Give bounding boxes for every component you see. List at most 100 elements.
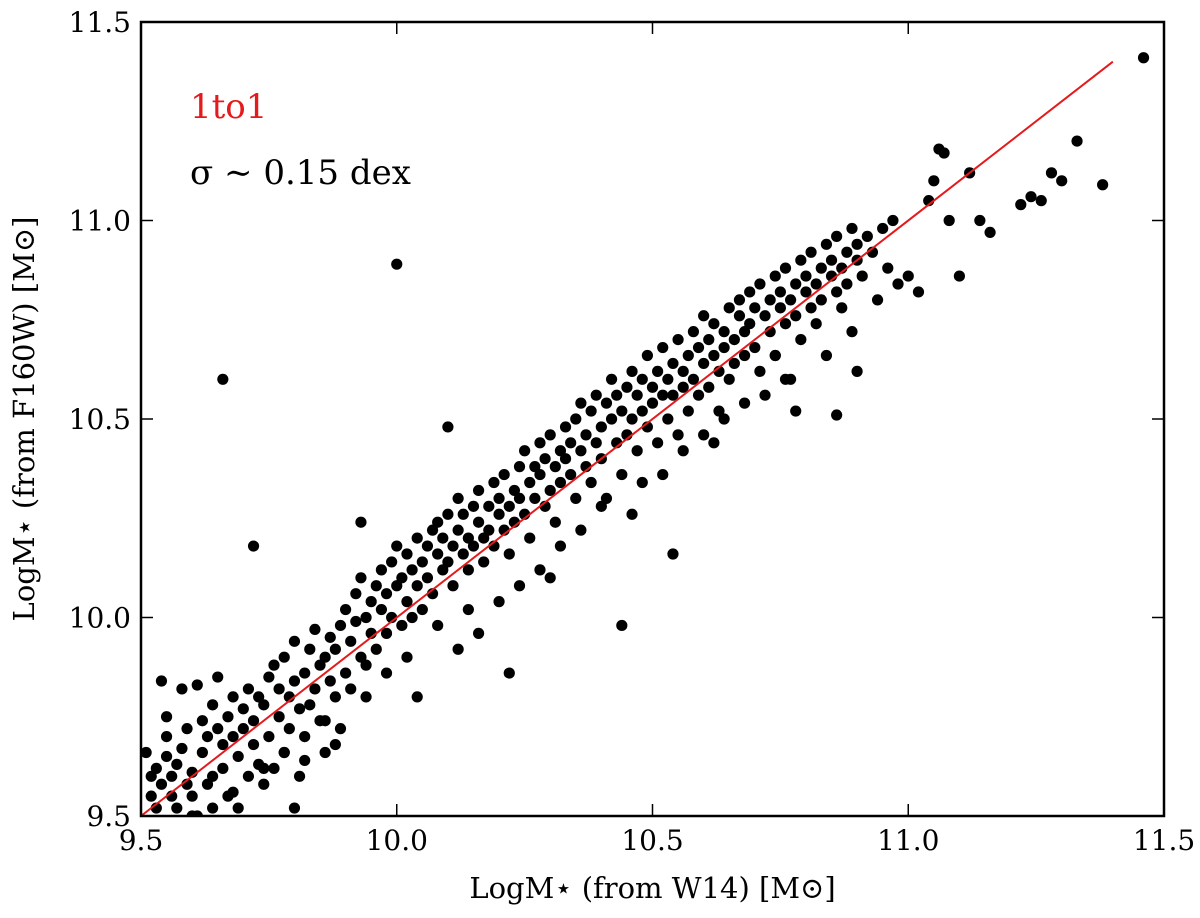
data-point (478, 556, 490, 568)
data-point (442, 508, 454, 520)
x-tick-label: 10.0 (366, 824, 428, 857)
data-point (355, 572, 367, 584)
data-point (503, 667, 515, 679)
data-point (478, 532, 490, 544)
data-point (636, 373, 648, 385)
data-point (503, 548, 515, 560)
data-point (800, 286, 812, 298)
data-point (611, 389, 623, 401)
data-point (626, 365, 638, 377)
data-point (309, 683, 321, 695)
x-axis-label: LogM⋆ (from W14) [M⊙] (469, 871, 835, 905)
data-point (698, 429, 710, 441)
data-point (201, 778, 214, 790)
data-point (401, 596, 413, 608)
data-point (774, 302, 786, 314)
data-point (605, 413, 618, 425)
data-point (452, 643, 464, 655)
data-point (396, 572, 408, 584)
data-point (534, 564, 546, 576)
data-point (544, 484, 556, 497)
data-point (201, 731, 214, 743)
data-point (570, 413, 582, 425)
data-point (391, 258, 403, 270)
data-point (421, 540, 434, 552)
data-point (677, 365, 689, 377)
data-point (570, 492, 582, 504)
data-point (728, 357, 740, 370)
data-point (345, 683, 357, 695)
data-point (467, 540, 480, 552)
data-point (841, 246, 853, 258)
data-point (616, 405, 628, 417)
data-point (662, 413, 674, 425)
data-point (631, 445, 643, 457)
data-point (790, 405, 802, 417)
data-point (677, 381, 689, 393)
data-point (646, 397, 659, 409)
data-point (733, 294, 746, 306)
data-point (237, 723, 249, 735)
data-point (355, 516, 367, 528)
data-point (447, 580, 459, 592)
data-point (457, 508, 469, 520)
data-point (467, 500, 480, 512)
data-point (529, 461, 541, 473)
data-point (278, 651, 290, 663)
data-point (631, 389, 643, 401)
data-point (457, 548, 469, 560)
data-point (708, 349, 720, 362)
data-point (749, 302, 761, 314)
data-point (657, 341, 669, 354)
data-point (432, 619, 444, 632)
data-point (621, 381, 633, 393)
data-point (953, 270, 966, 282)
data-point (938, 147, 950, 159)
data-point (682, 349, 694, 362)
data-point (411, 532, 423, 544)
data-point (426, 524, 439, 536)
data-point (554, 445, 567, 457)
data-point (242, 770, 255, 782)
data-point (360, 691, 372, 703)
reference-line-layer (140, 60, 1114, 817)
x-tick-label: 9.5 (119, 824, 164, 857)
data-point (498, 468, 510, 481)
data-point (160, 731, 173, 743)
data-point (416, 556, 428, 568)
data-point (713, 405, 725, 417)
data-point (744, 318, 756, 330)
data-point (350, 615, 362, 628)
data-point (227, 691, 239, 703)
data-point (263, 671, 275, 683)
data-point (207, 770, 219, 782)
data-point (846, 326, 858, 338)
data-point (380, 627, 393, 639)
data-point (815, 262, 827, 274)
data-point (519, 445, 531, 457)
data-point (759, 389, 771, 401)
data-point (861, 230, 873, 242)
data-point (595, 421, 607, 433)
data-point (421, 572, 434, 584)
data-point (534, 468, 546, 481)
data-point (575, 524, 587, 536)
data-point (171, 802, 183, 814)
data-point (437, 532, 449, 544)
data-point (319, 746, 331, 759)
data-point (820, 238, 833, 250)
data-point (554, 476, 567, 489)
data-point (698, 310, 710, 322)
data-point (488, 476, 500, 489)
y-tick-label: 10.0 (69, 602, 131, 635)
data-point (145, 770, 157, 782)
data-point (718, 326, 730, 338)
data-point (141, 746, 152, 759)
data-point (718, 341, 730, 354)
data-point (380, 588, 393, 600)
data-point (452, 524, 464, 536)
data-point (370, 580, 382, 592)
data-point (472, 516, 485, 528)
data-point (733, 310, 746, 322)
reference-line-label: 1to1 (190, 87, 267, 127)
